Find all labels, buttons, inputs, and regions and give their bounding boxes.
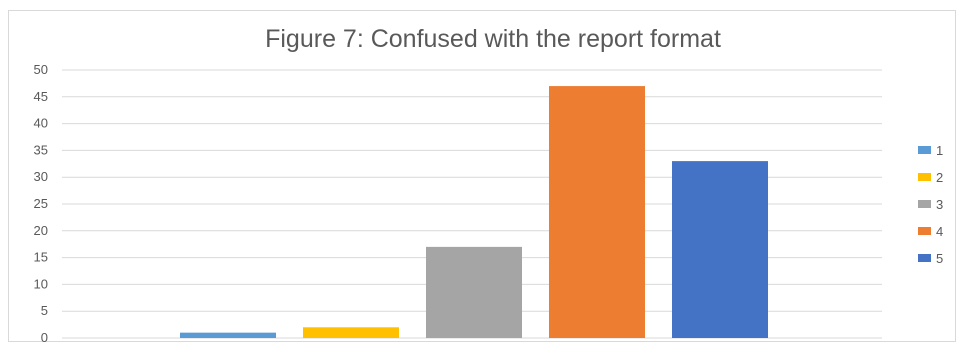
chart-title: Figure 7: Confused with the report forma… (265, 25, 721, 53)
legend-label-5: 5 (936, 251, 943, 266)
y-tick-label: 45 (34, 89, 48, 104)
legend-label-4: 4 (936, 224, 943, 239)
y-tick-label: 40 (34, 116, 48, 131)
legend-swatch-2 (918, 173, 931, 181)
y-tick-label: 20 (34, 223, 48, 238)
bars (180, 86, 768, 338)
y-axis-ticks: 0 5 10 15 20 25 30 35 40 45 50 (34, 62, 48, 345)
bar-4 (549, 86, 645, 338)
legend-swatch-5 (918, 254, 931, 262)
y-tick-label: 50 (34, 62, 48, 77)
bar-2 (303, 327, 399, 338)
y-tick-label: 15 (34, 250, 48, 265)
legend-swatch-4 (918, 227, 931, 235)
y-tick-label: 0 (41, 330, 48, 345)
legend-label-2: 2 (936, 170, 943, 185)
y-tick-label: 25 (34, 196, 48, 211)
bar-1 (180, 332, 276, 338)
bar-5 (672, 161, 768, 338)
legend-swatch-1 (918, 146, 931, 154)
legend-label-3: 3 (936, 197, 943, 212)
bar-3 (426, 246, 522, 338)
legend-swatch-3 (918, 200, 931, 208)
y-tick-label: 30 (34, 169, 48, 184)
y-tick-label: 10 (34, 276, 48, 291)
legend-label-1: 1 (936, 143, 943, 158)
y-tick-label: 5 (41, 303, 48, 318)
legend: 1 2 3 4 5 (918, 143, 943, 266)
y-tick-label: 35 (34, 142, 48, 157)
